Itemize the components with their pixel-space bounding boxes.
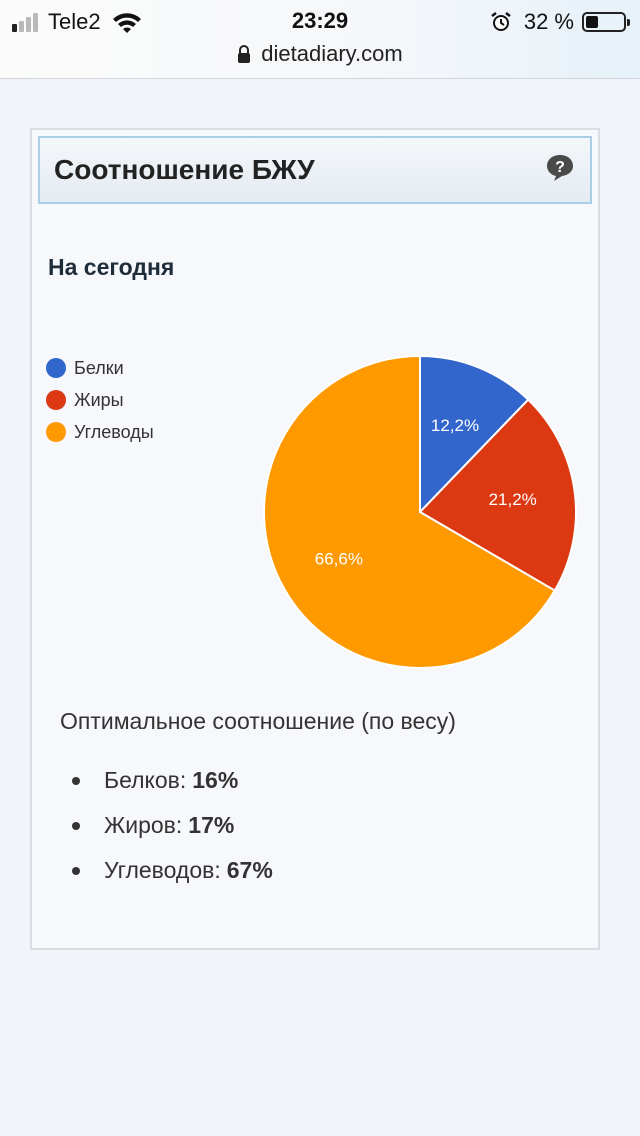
optimal-label-protein: Белков:	[104, 767, 187, 793]
legend-label-carbs: Углеводы	[74, 421, 154, 442]
pie-label-protein: 12,2%	[431, 416, 479, 435]
pie-slice-fat	[418, 398, 577, 592]
card-header: Соотношение БЖУ ?	[38, 136, 592, 204]
legend-label-protein: Белки	[74, 357, 124, 378]
lock-icon	[238, 45, 251, 63]
macro-pie-chart: 12,2% 21,2% 66,6%	[263, 354, 577, 669]
legend-swatch-fat	[46, 390, 66, 410]
macro-ratio-card: Соотношение БЖУ ? На сегодня Белки Жиры …	[30, 128, 600, 950]
optimal-label-carbs: Углеводов:	[104, 857, 221, 883]
help-icon[interactable]: ?	[544, 152, 576, 184]
pie-label-fat: 21,2%	[489, 490, 537, 509]
pie-label-carbs: 66,6%	[315, 550, 363, 569]
legend-swatch-carbs	[46, 422, 66, 442]
bullet	[72, 821, 80, 830]
chart-subtitle: На сегодня	[48, 254, 175, 280]
legend-item-protein: Белки	[46, 352, 154, 384]
legend-item-fat: Жиры	[46, 384, 154, 416]
wifi-icon	[112, 13, 141, 33]
carrier-name: Tele2	[48, 9, 101, 34]
pie-slice-carbs	[263, 354, 557, 669]
url-text[interactable]: dietadiary.com	[261, 41, 403, 66]
legend-item-carbs: Углеводы	[46, 416, 154, 448]
address-bar[interactable]: dietadiary.com	[0, 40, 640, 68]
optimal-value-carbs: 67%	[226, 857, 273, 883]
optimal-value-protein: 16%	[192, 767, 239, 793]
legend-swatch-protein	[46, 358, 66, 378]
browser-top-bar: Tele2 23:29 32 % dietadiary.com	[0, 0, 640, 79]
alarm-icon	[491, 12, 511, 31]
bullet	[72, 776, 80, 785]
optimal-value-fat: 17%	[188, 812, 235, 838]
card-title: Соотношение БЖУ	[54, 154, 315, 185]
optimal-item-protein: Белков: 16%	[60, 758, 273, 803]
pie-slice-protein	[419, 354, 530, 515]
status-time: 23:29	[291, 8, 349, 33]
optimal-item-fat: Жиров: 17%	[60, 803, 273, 848]
bullet	[72, 866, 80, 875]
battery-icon	[582, 12, 630, 32]
optimal-ratio-title: Оптимальное соотношение (по весу)	[60, 708, 456, 734]
optimal-ratio-list: Белков: 16% Жиров: 17% Углеводов: 67%	[60, 758, 273, 893]
battery-percent: 32 %	[523, 9, 574, 34]
optimal-item-carbs: Углеводов: 67%	[60, 848, 273, 893]
status-right: 32 %	[490, 8, 630, 36]
optimal-label-fat: Жиров:	[104, 812, 183, 838]
legend-label-fat: Жиры	[74, 389, 124, 410]
status-left: Tele2	[12, 8, 143, 36]
signal-icon	[12, 12, 40, 32]
chart-legend: Белки Жиры Углеводы	[46, 352, 154, 448]
svg-text:?: ?	[555, 159, 565, 176]
